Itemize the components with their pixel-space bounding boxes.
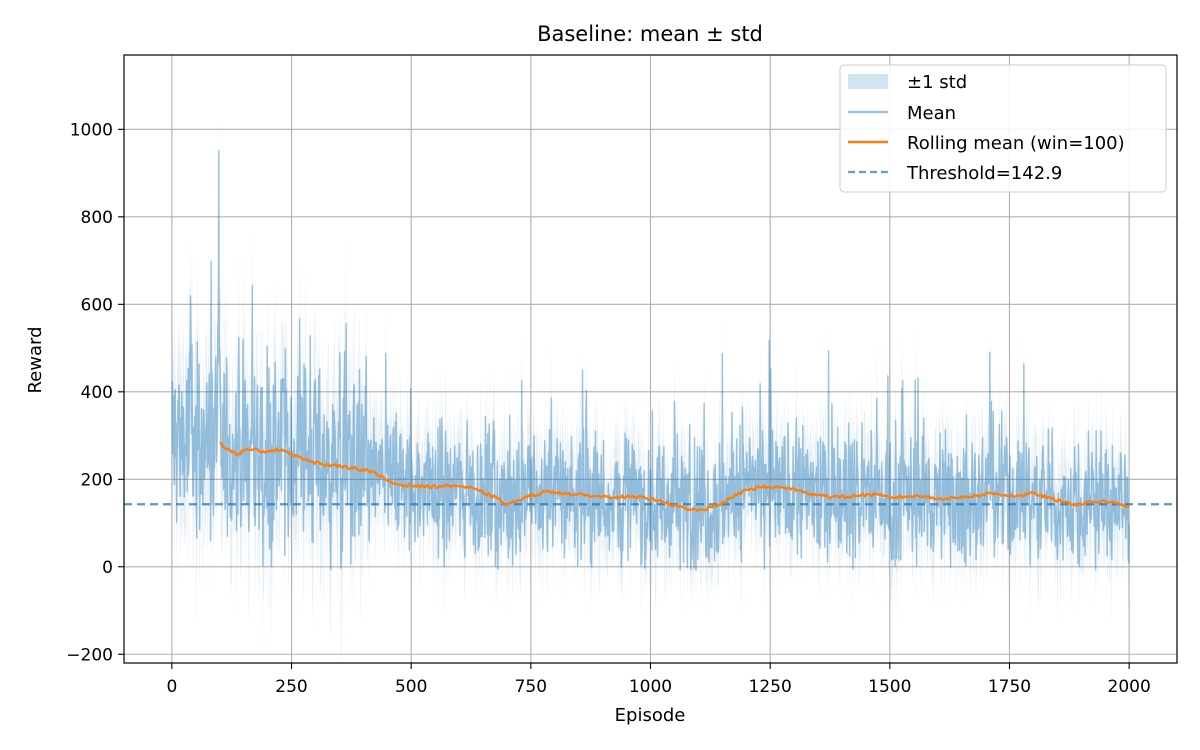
std-band-layer bbox=[171, 102, 1130, 664]
x-tick-label: 250 bbox=[275, 677, 307, 697]
legend-label-threshold: Threshold=142.9 bbox=[906, 163, 1062, 184]
legend-box bbox=[839, 64, 1167, 193]
legend-swatch-std-band bbox=[848, 74, 888, 89]
tick-layer: 0 250 500 750 1000 1250 1500 1750 2000 −200 0 200 40… bbox=[66, 120, 1150, 697]
x-tick-label: 1750 bbox=[988, 677, 1031, 697]
y-tick-label: 400 bbox=[81, 383, 113, 403]
x-tick-label: 750 bbox=[515, 677, 547, 697]
legend-label-mean: Mean bbox=[907, 103, 956, 124]
legend-label-std-band: ±1 std bbox=[907, 72, 967, 93]
chart-title: Baseline: mean ± std bbox=[537, 22, 763, 46]
y-tick-label: 1000 bbox=[70, 120, 113, 140]
x-tick-label: 500 bbox=[395, 677, 427, 697]
x-tick-label: 1250 bbox=[749, 677, 792, 697]
x-tick-label: 0 bbox=[166, 677, 177, 697]
std-band bbox=[171, 102, 1130, 664]
legend-label-rolling-mean: Rolling mean (win=100) bbox=[907, 133, 1125, 154]
y-axis-label: Reward bbox=[25, 326, 46, 393]
x-tick-label: 1500 bbox=[868, 677, 911, 697]
x-axis-label: Episode bbox=[615, 705, 686, 726]
y-tick-label: −200 bbox=[66, 645, 113, 665]
legend: ±1 std Mean Rolling mean (win=100) Thres… bbox=[839, 64, 1167, 193]
x-tick-label: 2000 bbox=[1108, 677, 1151, 697]
y-tick-label: 200 bbox=[81, 470, 113, 490]
rolling-mean-line bbox=[218, 441, 1130, 512]
y-tick-label: 0 bbox=[102, 558, 113, 578]
x-tick-label: 1000 bbox=[629, 677, 672, 697]
y-tick-label: 800 bbox=[81, 208, 113, 228]
rolling-mean-layer bbox=[218, 441, 1130, 512]
y-tick-label: 600 bbox=[81, 295, 113, 315]
